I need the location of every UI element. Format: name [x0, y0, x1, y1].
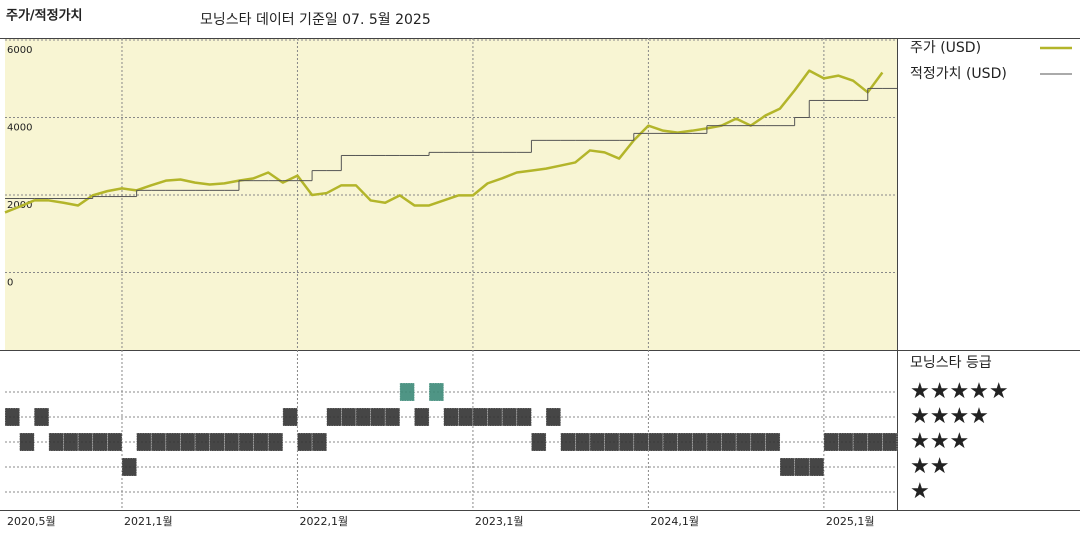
rating-bar	[341, 407, 357, 427]
rating-bar	[867, 432, 883, 452]
y-tick-label: 6000	[7, 45, 32, 56]
y-tick-label: 4000	[7, 123, 32, 134]
y-tick-label: 0	[7, 278, 13, 289]
rating-bar	[721, 432, 737, 452]
x-tick-label: 2021,1월	[124, 515, 173, 528]
rating-bar	[823, 432, 839, 452]
rating-bar	[560, 432, 576, 452]
rating-bar	[852, 432, 869, 452]
rating-label: ★★★★	[910, 404, 989, 429]
rating-bar	[706, 432, 722, 452]
rating-bar	[648, 432, 664, 452]
x-tick-label: 2020,5월	[7, 515, 56, 528]
rating-bar	[428, 382, 444, 402]
rating-bar	[838, 432, 854, 452]
legend-label: 적정가치 (USD)	[910, 66, 1007, 82]
rating-bar	[794, 457, 810, 477]
x-tick-label: 2022,1월	[299, 515, 348, 528]
rating-bar	[691, 432, 708, 452]
rating-bar	[501, 407, 518, 427]
rating-bar	[589, 432, 605, 452]
plot-background	[5, 38, 897, 350]
rating-bar	[267, 432, 284, 452]
x-tick-label: 2024,1월	[650, 515, 699, 528]
rating-bar	[48, 432, 64, 452]
rating-bar	[633, 432, 649, 452]
rating-label: ★★	[910, 454, 949, 479]
rating-bar	[414, 407, 430, 427]
rating-bar	[604, 432, 620, 452]
rating-bar	[224, 432, 240, 452]
x-tick-label: 2023,1월	[475, 515, 524, 528]
rating-bar	[735, 432, 752, 452]
chart-subtitle: 모닝스타 데이터 기준일 07. 5월 2025	[200, 12, 431, 28]
rating-bar	[297, 432, 313, 452]
rating-bar	[779, 457, 795, 477]
rating-bar	[355, 407, 371, 427]
rating-bar	[458, 407, 474, 427]
rating-bar	[92, 432, 108, 452]
rating-bar	[370, 407, 386, 427]
rating-bar	[487, 407, 503, 427]
rating-bar	[136, 432, 152, 452]
rating-bar	[4, 407, 20, 427]
rating-bar	[399, 382, 415, 402]
rating-bar	[238, 432, 254, 452]
rating-bar	[209, 432, 225, 452]
rating-bar	[150, 432, 167, 452]
rating-bar	[618, 432, 635, 452]
rating-bar	[63, 432, 79, 452]
rating-bar	[662, 432, 678, 452]
x-tick-label: 2025,1월	[826, 515, 875, 528]
rating-bar	[516, 407, 532, 427]
rating-bar	[326, 407, 342, 427]
rating-bar	[77, 432, 94, 452]
rating-bar	[882, 432, 898, 452]
rating-bar	[33, 407, 50, 427]
rating-bar	[311, 432, 328, 452]
rating-bar	[574, 432, 591, 452]
rating-bar	[531, 432, 547, 452]
rating-bar	[253, 432, 269, 452]
rating-label: ★★★★★	[910, 379, 1009, 404]
rating-bar	[765, 432, 781, 452]
rating-title: 모닝스타 등급	[910, 355, 992, 371]
rating-bar	[808, 457, 825, 477]
rating-bar	[545, 407, 561, 427]
rating-label: ★	[910, 479, 930, 504]
rating-bar	[282, 407, 298, 427]
frame	[0, 38, 1080, 511]
rating-bar	[180, 432, 196, 452]
rating-bar	[194, 432, 211, 452]
rating-bar	[677, 432, 693, 452]
rating-bar	[384, 407, 401, 427]
rating-bar	[443, 407, 459, 427]
rating-bar	[107, 432, 123, 452]
legend-label: 주가 (USD)	[910, 40, 981, 56]
rating-bar	[472, 407, 488, 427]
rating-bar	[19, 432, 35, 452]
rating-label: ★★★	[910, 429, 969, 454]
price-line	[4, 69, 884, 214]
rating-bar	[750, 432, 766, 452]
rating-bar	[121, 457, 137, 477]
rating-bar	[165, 432, 181, 452]
chart-title: 주가/적정가치	[6, 8, 83, 24]
